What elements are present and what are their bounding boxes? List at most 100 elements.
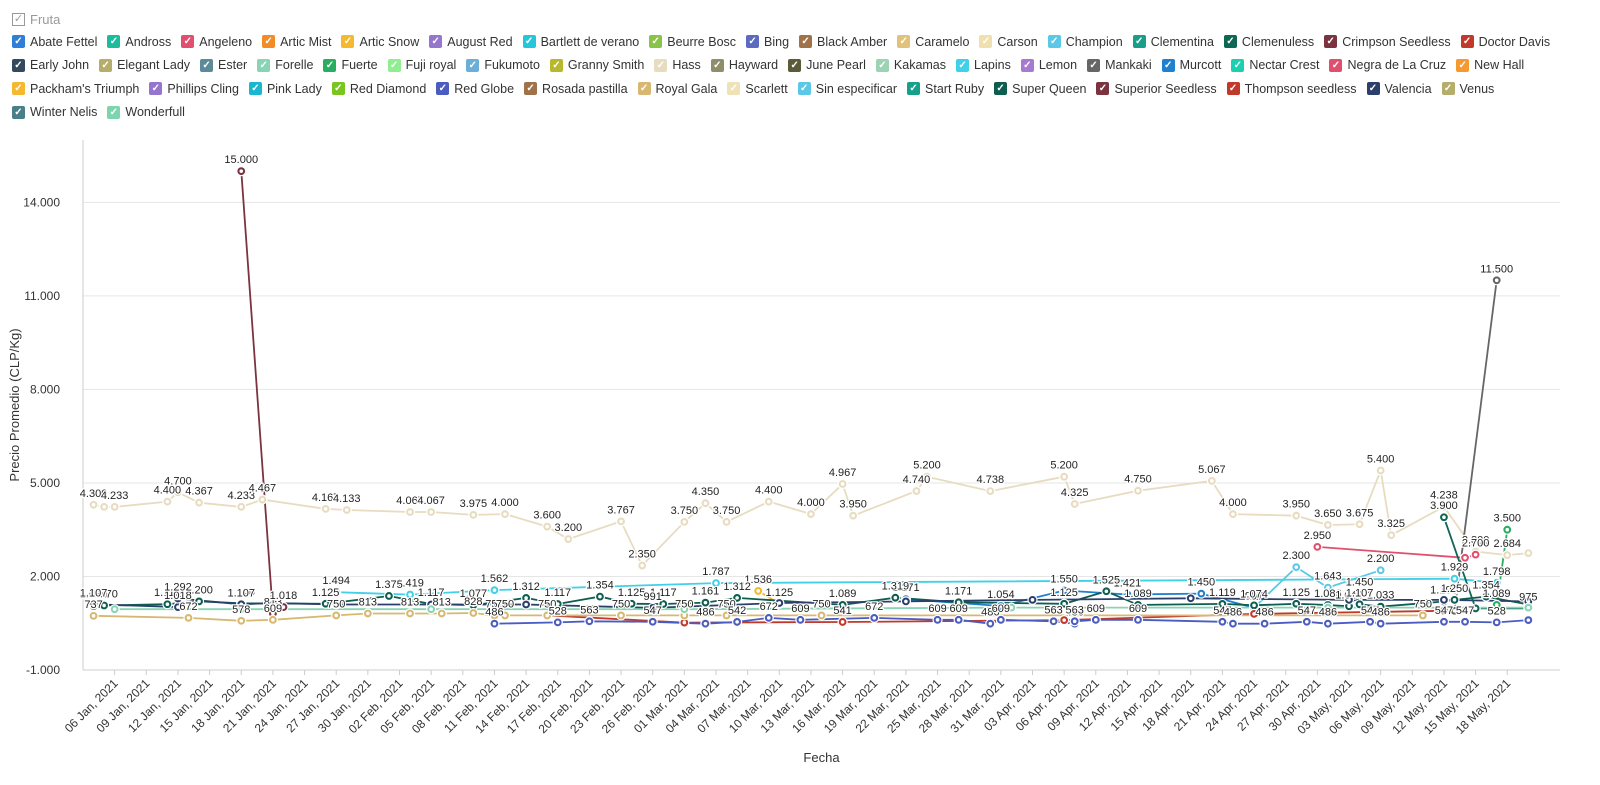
legend-item[interactable]: ✓ Angeleno [181, 30, 252, 54]
legend-item[interactable]: ✓ Bartlett de verano [522, 30, 639, 54]
legend-item[interactable]: ✓ Kakamas [875, 54, 946, 78]
legend-item[interactable]: ✓ Granny Smith [549, 54, 644, 78]
checkbox-icon[interactable]: ✓ [149, 82, 163, 96]
legend-item[interactable]: ✓ Artic Snow [341, 30, 419, 54]
checkbox-icon[interactable]: ✓ [1223, 35, 1237, 49]
legend-item[interactable]: ✓ Packham's Triumph [12, 77, 139, 101]
checkbox-icon[interactable]: ✓ [107, 105, 121, 119]
legend-item[interactable]: ✓ Early John [12, 54, 89, 78]
legend-item[interactable]: ✓ Doctor Davis [1460, 30, 1550, 54]
legend-item[interactable]: ✓ Andross [107, 30, 171, 54]
legend-item[interactable]: ✓ Lemon [1020, 54, 1077, 78]
legend-item[interactable]: ✓ Hass [654, 54, 701, 78]
checkbox-icon[interactable]: ✓ [1020, 58, 1034, 72]
checkbox-icon[interactable]: ✓ [654, 58, 668, 72]
legend-item[interactable]: ✓ Red Diamond [331, 77, 426, 101]
legend-title[interactable]: ✓ Fruta [12, 8, 1592, 30]
legend-item[interactable]: ✓ Crimpson Seedless [1324, 30, 1451, 54]
legend-item[interactable]: ✓ Winter Nelis [12, 101, 97, 125]
checkbox-icon[interactable]: ✓ [181, 35, 195, 49]
checkbox-icon[interactable]: ✓ [331, 82, 345, 96]
checkbox-icon[interactable]: ✓ [1161, 58, 1175, 72]
checkbox-icon[interactable]: ✓ [1456, 58, 1470, 72]
checkbox-icon[interactable]: ✓ [797, 82, 811, 96]
checkbox-icon[interactable]: ✓ [1329, 58, 1343, 72]
checkbox-icon[interactable]: ✓ [907, 82, 921, 96]
legend-item[interactable]: ✓ Nectar Crest [1231, 54, 1319, 78]
checkbox-icon[interactable]: ✓ [12, 58, 25, 72]
checkbox-icon[interactable]: ✓ [727, 82, 741, 96]
checkbox-icon[interactable]: ✓ [637, 82, 651, 96]
legend-item[interactable]: ✓ Artic Mist [262, 30, 331, 54]
legend-item[interactable]: ✓ Pink Lady [248, 77, 322, 101]
checkbox-icon[interactable]: ✓ [549, 58, 563, 72]
checkbox-icon[interactable]: ✓ [649, 35, 663, 49]
checkbox-icon[interactable]: ✓ [994, 82, 1008, 96]
legend-item[interactable]: ✓ Negra de La Cruz [1329, 54, 1446, 78]
checkbox-icon[interactable]: ✓ [12, 105, 25, 119]
checkbox-icon[interactable]: ✓ [248, 82, 262, 96]
legend-item[interactable]: ✓ Ester [200, 54, 247, 78]
checkbox-icon[interactable]: ✓ [12, 82, 25, 96]
legend-item[interactable]: ✓ Lapins [956, 54, 1011, 78]
checkbox-icon[interactable]: ✓ [1231, 58, 1245, 72]
legend-item[interactable]: ✓ Beurre Bosc [649, 30, 736, 54]
legend-item[interactable]: ✓ Royal Gala [637, 77, 717, 101]
legend-item[interactable]: ✓ Elegant Lady [99, 54, 190, 78]
legend-item[interactable]: ✓ August Red [429, 30, 513, 54]
legend-item[interactable]: ✓ Fuerte [323, 54, 378, 78]
legend-item[interactable]: ✓ Super Queen [994, 77, 1086, 101]
legend-item[interactable]: ✓ Forelle [257, 54, 313, 78]
legend-item[interactable]: ✓ Red Globe [436, 77, 514, 101]
legend-item[interactable]: ✓ Fuji royal [387, 54, 456, 78]
legend-item[interactable]: ✓ Sin especificar [797, 77, 897, 101]
checkbox-icon[interactable]: ✓ [262, 35, 276, 49]
legend-item[interactable]: ✓ Wonderfull [107, 101, 185, 125]
checkbox-icon[interactable]: ✓ [1366, 82, 1380, 96]
checkbox-icon[interactable]: ✓ [12, 12, 25, 26]
checkbox-icon[interactable]: ✓ [1441, 82, 1455, 96]
legend-item[interactable]: ✓ Carson [979, 30, 1038, 54]
checkbox-icon[interactable]: ✓ [524, 82, 538, 96]
legend-item[interactable]: ✓ Bing [746, 30, 789, 54]
checkbox-icon[interactable]: ✓ [99, 58, 113, 72]
legend-item[interactable]: ✓ June Pearl [788, 54, 866, 78]
checkbox-icon[interactable]: ✓ [200, 58, 214, 72]
checkbox-icon[interactable]: ✓ [387, 58, 401, 72]
checkbox-icon[interactable]: ✓ [429, 35, 443, 49]
legend-item[interactable]: ✓ Thompson seedless [1226, 77, 1357, 101]
legend-item[interactable]: ✓ Champion [1047, 30, 1123, 54]
legend-item[interactable]: ✓ Caramelo [897, 30, 969, 54]
checkbox-icon[interactable]: ✓ [788, 58, 802, 72]
legend-item[interactable]: ✓ Abate Fettel [12, 30, 97, 54]
checkbox-icon[interactable]: ✓ [341, 35, 355, 49]
legend-item[interactable]: ✓ Fukumoto [466, 54, 540, 78]
checkbox-icon[interactable]: ✓ [1047, 35, 1061, 49]
checkbox-icon[interactable]: ✓ [107, 35, 121, 49]
legend-item[interactable]: ✓ Murcott [1161, 54, 1221, 78]
checkbox-icon[interactable]: ✓ [257, 58, 271, 72]
checkbox-icon[interactable]: ✓ [1460, 35, 1474, 49]
checkbox-icon[interactable]: ✓ [1324, 35, 1338, 49]
checkbox-icon[interactable]: ✓ [1226, 82, 1240, 96]
checkbox-icon[interactable]: ✓ [436, 82, 450, 96]
checkbox-icon[interactable]: ✓ [12, 35, 25, 49]
legend-item[interactable]: ✓ Hayward [710, 54, 778, 78]
checkbox-icon[interactable]: ✓ [746, 35, 760, 49]
legend-item[interactable]: ✓ Clementina [1132, 30, 1214, 54]
checkbox-icon[interactable]: ✓ [466, 58, 480, 72]
checkbox-icon[interactable]: ✓ [522, 35, 536, 49]
checkbox-icon[interactable]: ✓ [1096, 82, 1110, 96]
checkbox-icon[interactable]: ✓ [956, 58, 970, 72]
checkbox-icon[interactable]: ✓ [979, 35, 993, 49]
legend-item[interactable]: ✓ Rosada pastilla [524, 77, 628, 101]
checkbox-icon[interactable]: ✓ [710, 58, 724, 72]
legend-item[interactable]: ✓ Clemenuless [1223, 30, 1314, 54]
legend-item[interactable]: ✓ Start Ruby [907, 77, 984, 101]
checkbox-icon[interactable]: ✓ [1132, 35, 1146, 49]
legend-item[interactable]: ✓ Mankaki [1087, 54, 1152, 78]
legend-item[interactable]: ✓ Venus [1441, 77, 1494, 101]
checkbox-icon[interactable]: ✓ [1087, 58, 1101, 72]
checkbox-icon[interactable]: ✓ [897, 35, 911, 49]
legend-item[interactable]: ✓ Phillips Cling [149, 77, 239, 101]
